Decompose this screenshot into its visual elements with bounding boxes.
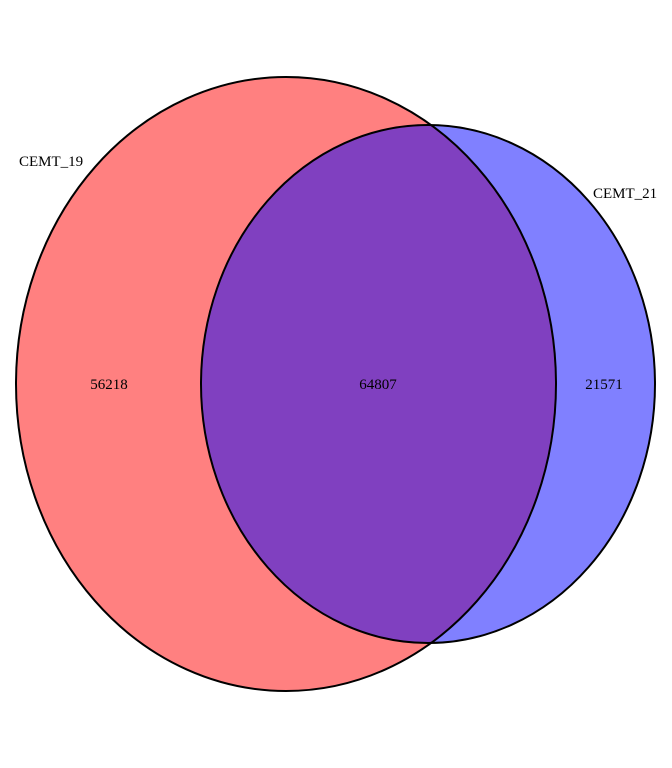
set-a-outline xyxy=(15,76,557,692)
set-b-only-count: 21571 xyxy=(585,377,623,393)
set-b-outline xyxy=(200,124,656,644)
intersection-count: 64807 xyxy=(359,377,397,393)
set-a-label: CEMT_19 xyxy=(19,154,83,170)
set-b-label: CEMT_21 xyxy=(593,186,657,202)
set-a-only-count: 56218 xyxy=(90,377,128,393)
